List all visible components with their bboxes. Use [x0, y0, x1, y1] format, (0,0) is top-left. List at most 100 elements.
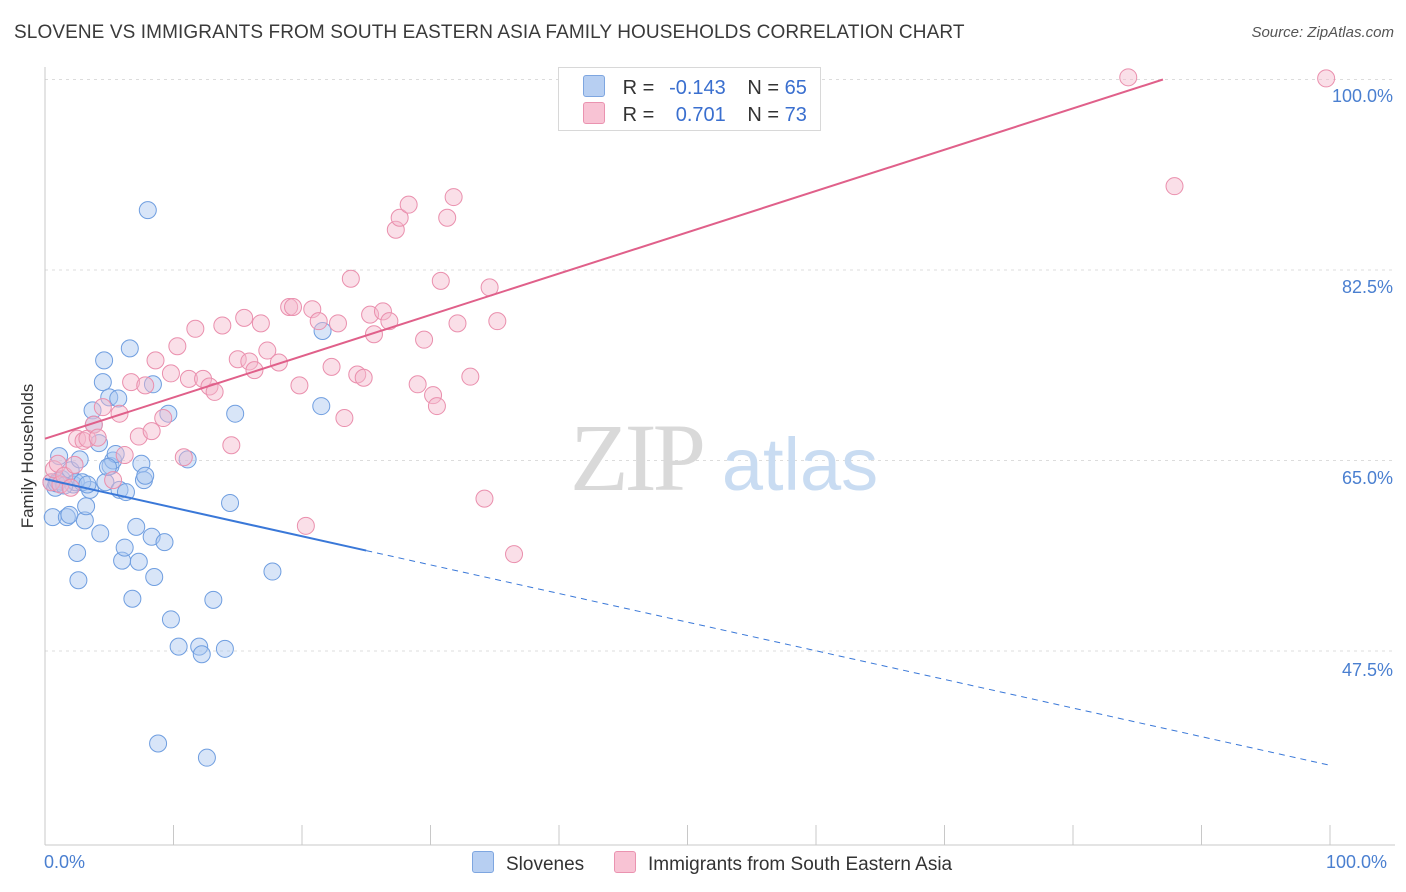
- immigrant-point: [1119, 68, 1138, 87]
- immigrant-point: [427, 397, 446, 416]
- y-tick-label: 100.0%: [1331, 86, 1393, 106]
- source-credit: Source: ZipAtlas.com: [1251, 24, 1394, 41]
- slovene-point: [93, 373, 112, 392]
- correlation-legend: R = -0.143 N = 65 R = 0.701 N = 73: [558, 67, 821, 131]
- slovene-point: [109, 389, 128, 408]
- slovene-point: [136, 466, 155, 485]
- slovene-point: [75, 511, 94, 530]
- immigrant-point: [88, 428, 107, 447]
- n-value: 65: [784, 77, 807, 99]
- y-tick-label: 65.0%: [1341, 468, 1393, 488]
- slovene-point: [215, 639, 234, 658]
- immigrant-point: [438, 208, 457, 227]
- slovene-point: [143, 375, 162, 394]
- immigrant-point: [240, 352, 259, 371]
- slovene-point: [155, 533, 174, 552]
- immigrant-point: [461, 367, 480, 386]
- x-tick-label-max: 100.0%: [1326, 852, 1388, 872]
- slovene-point: [149, 734, 168, 753]
- chart-title: SLOVENE VS IMMIGRANTS FROM SOUTH EASTERN…: [14, 22, 965, 43]
- legend-row-slovenes: R = -0.143 N = 65: [583, 75, 807, 99]
- watermark-atlas: atlas: [722, 423, 878, 506]
- immigrant-point: [335, 409, 354, 428]
- n-value: 73: [784, 104, 807, 126]
- r-value: -0.143: [669, 77, 726, 99]
- r-label: R =: [622, 77, 655, 99]
- immigrant-point: [122, 373, 141, 392]
- immigrant-point: [424, 386, 443, 405]
- legend-swatch-blue: [472, 851, 494, 873]
- immigrant-point: [448, 314, 467, 333]
- slovene-point: [115, 538, 134, 557]
- immigrant-point: [146, 351, 165, 370]
- legend-item-slovenes[interactable]: Slovenes: [472, 851, 584, 876]
- series-immigrants: [42, 68, 1336, 564]
- immigrant-point: [444, 188, 463, 207]
- immigrant-point: [213, 316, 232, 335]
- immigrant-point: [68, 429, 87, 448]
- trend-lines: [44, 78, 1331, 766]
- slovene-point: [192, 645, 211, 664]
- slovene-point: [89, 434, 108, 453]
- slovene-trend-solid: [44, 478, 367, 552]
- immigrant-point: [505, 545, 524, 564]
- immigrant-point: [186, 319, 205, 338]
- immigrant-point: [390, 208, 409, 227]
- immigrant-point: [228, 350, 247, 369]
- slovene-point: [197, 748, 216, 767]
- immigrant-point: [488, 312, 507, 331]
- slovene-point: [161, 610, 180, 629]
- slovene-point: [77, 497, 96, 516]
- immigrant-point: [364, 325, 383, 344]
- immigrant-point: [380, 312, 399, 331]
- immigrant-point: [1165, 177, 1184, 196]
- legend-swatch-pink: [583, 102, 605, 124]
- y-tick-label: 47.5%: [1341, 660, 1393, 680]
- slovene-point: [145, 567, 164, 586]
- watermark-zip: ZIP: [570, 404, 703, 511]
- slovene-point: [226, 404, 245, 423]
- immigrant-point: [104, 471, 123, 490]
- immigrant-point: [258, 341, 277, 360]
- slovene-point: [120, 339, 139, 358]
- slovene-point: [57, 508, 76, 527]
- legend-swatch-pink: [614, 851, 636, 873]
- y-tick-label: 82.5%: [1341, 277, 1393, 297]
- immigrant-point: [136, 376, 155, 395]
- slovene-point: [96, 473, 115, 492]
- immigrant-point: [235, 308, 254, 327]
- slovene-point: [100, 388, 119, 407]
- immigrant-point: [168, 337, 187, 356]
- legend-swatch-blue: [583, 75, 605, 97]
- r-value: 0.701: [675, 104, 726, 126]
- slovene-point: [204, 590, 223, 609]
- immigrant-point: [1317, 69, 1336, 88]
- slovene-point: [221, 493, 240, 512]
- immigrant-point: [161, 364, 180, 383]
- r-label: R =: [622, 104, 655, 126]
- immigrant-point: [154, 409, 173, 428]
- immigrant-trend-line: [44, 78, 1164, 440]
- immigrant-point: [296, 516, 315, 535]
- immigrant-point: [251, 314, 270, 333]
- slovene-trend-dashed: [366, 550, 1331, 766]
- immigrant-point: [475, 489, 494, 508]
- immigrant-point: [373, 302, 392, 321]
- immigrant-point: [431, 271, 450, 290]
- legend-item-immigrants[interactable]: Immigrants from South Eastern Asia: [614, 851, 952, 876]
- immigrant-point: [115, 446, 134, 465]
- series-slovenes: [42, 201, 332, 767]
- legend-label: Immigrants from South Eastern Asia: [648, 854, 953, 875]
- immigrant-point: [309, 312, 328, 331]
- slovene-point: [70, 450, 89, 469]
- immigrant-point: [399, 195, 418, 214]
- n-label: N =: [747, 77, 780, 99]
- slovene-point: [312, 397, 331, 416]
- n-label: N =: [747, 104, 780, 126]
- immigrant-point: [179, 369, 198, 388]
- immigrant-point: [142, 422, 161, 441]
- slovene-point: [169, 637, 188, 656]
- immigrant-point: [341, 269, 360, 288]
- immigrant-point: [290, 376, 309, 395]
- immigrant-point: [93, 398, 112, 417]
